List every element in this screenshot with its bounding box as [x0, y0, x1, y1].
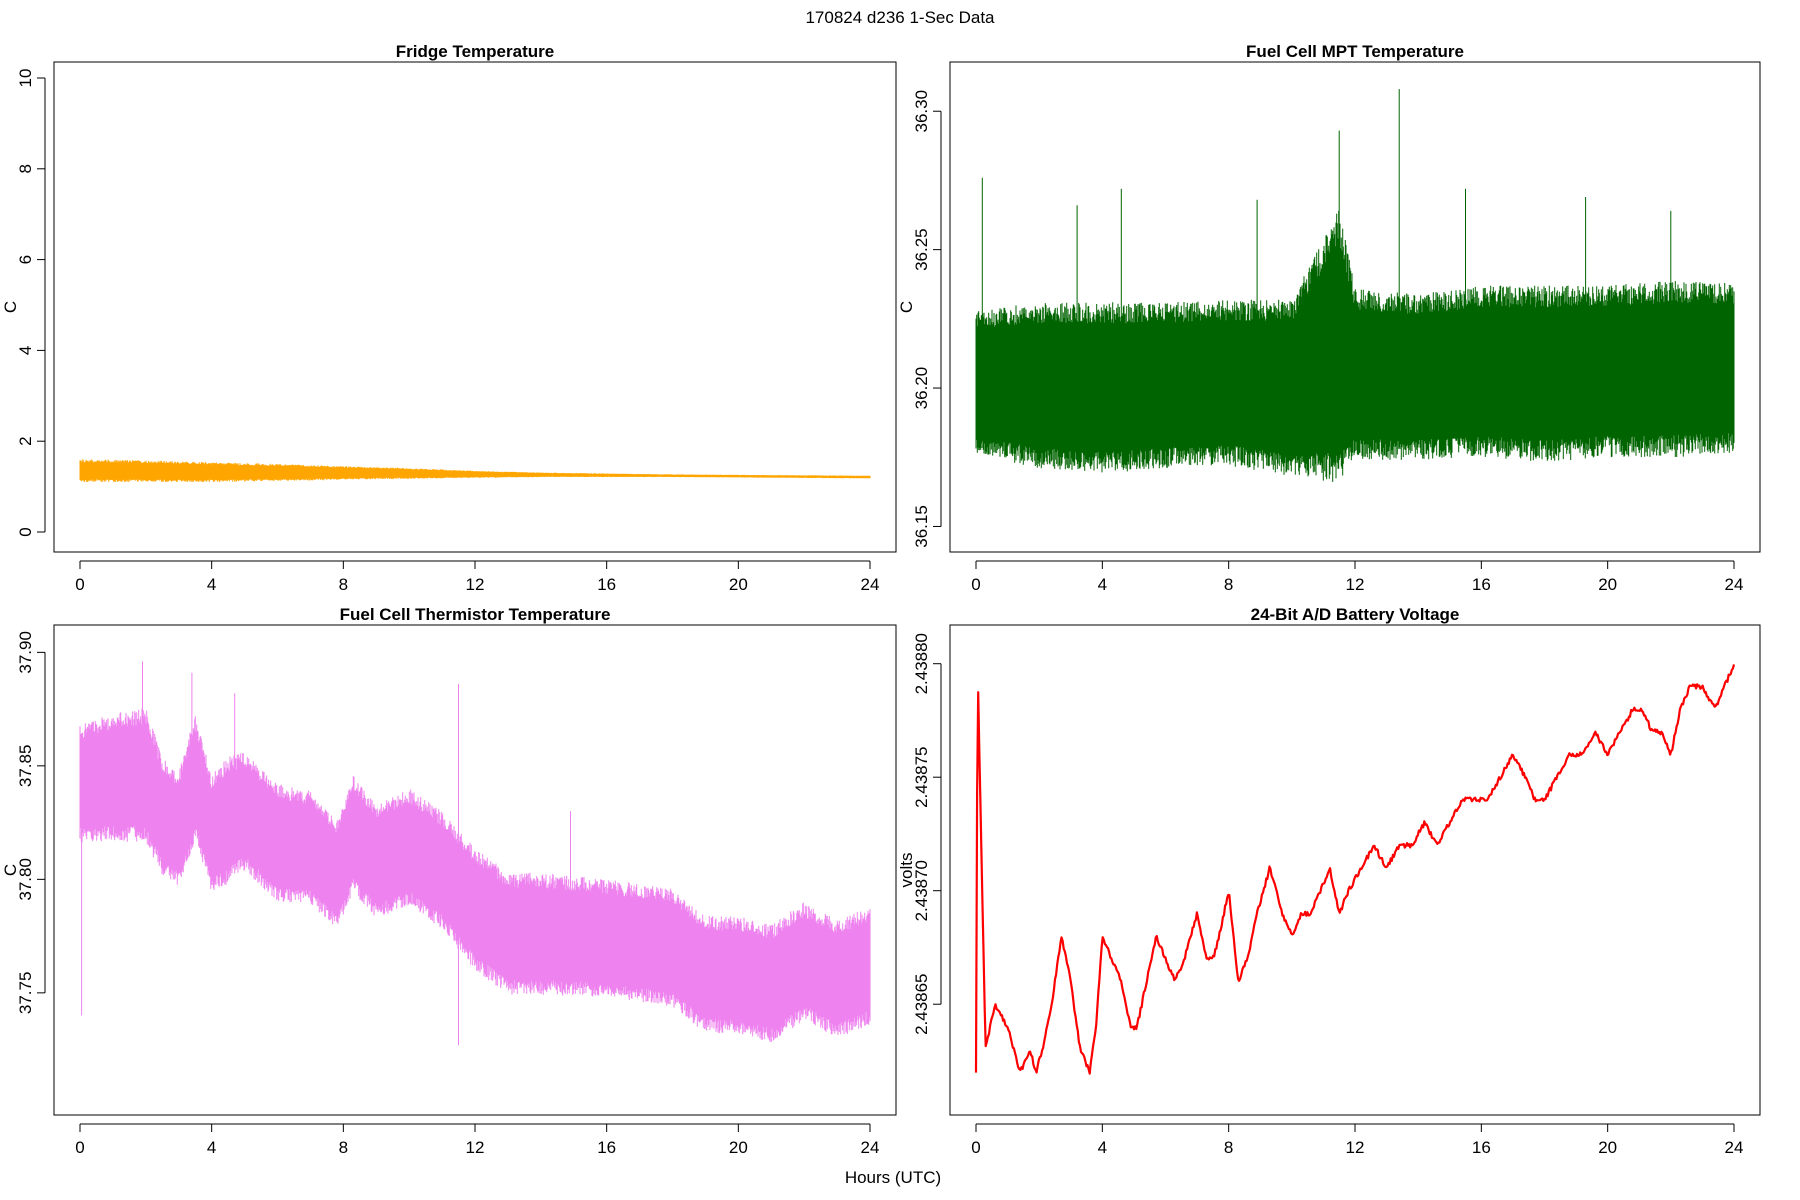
- x-tick-label: 12: [1346, 575, 1365, 594]
- x-tick-label: 4: [207, 575, 216, 594]
- plot-frame: [53, 61, 897, 553]
- panel-title: Fuel Cell MPT Temperature: [1246, 42, 1464, 61]
- panel-title: 24-Bit A/D Battery Voltage: [1251, 605, 1460, 624]
- shared-x-axis-label: Hours (UTC): [845, 1168, 941, 1187]
- panel-title: Fuel Cell Thermistor Temperature: [340, 605, 611, 624]
- y-tick-label: 36.20: [912, 367, 931, 410]
- data-series-line: [974, 664, 1736, 1075]
- x-tick-label: 8: [339, 1138, 348, 1157]
- x-tick-label: 20: [1598, 575, 1617, 594]
- x-tick-label: 20: [729, 1138, 748, 1157]
- fuel-cell-mpt-temperature-panel: Fuel Cell MPT Temperature C 0 4 8 12 16 20 24 36.…: [897, 42, 1761, 594]
- fuel-cell-thermistor-temperature-panel: Fuel Cell Thermistor Temperature C 0 4 8 12 16…: [1, 605, 897, 1157]
- x-tick-label: 24: [1725, 575, 1744, 594]
- x-tick-label: 0: [75, 1138, 84, 1157]
- y-tick-label: 8: [16, 164, 35, 173]
- x-tick-label: 8: [1224, 1138, 1233, 1157]
- x-tick-label: 4: [207, 1138, 216, 1157]
- y-tick-label: 2.43875: [912, 746, 931, 807]
- x-tick-label: 24: [861, 1138, 880, 1157]
- x-tick-label: 20: [1598, 1138, 1617, 1157]
- y-axis-label: C: [1, 301, 20, 313]
- x-tick-label: 0: [971, 1138, 980, 1157]
- y-tick-label: 37.80: [16, 858, 35, 901]
- x-tick-label: 20: [729, 575, 748, 594]
- y-tick-label: 37.90: [16, 631, 35, 674]
- y-tick-label: 36.25: [912, 228, 931, 271]
- plot-frame: [949, 61, 1761, 553]
- x-tick-label: 24: [1725, 1138, 1744, 1157]
- x-tick-label: 16: [1472, 1138, 1491, 1157]
- x-tick-label: 0: [971, 575, 980, 594]
- data-series-line: [79, 661, 871, 1046]
- plot-frame: [53, 624, 897, 1116]
- x-tick-label: 12: [466, 1138, 485, 1157]
- y-tick-label: 2.43870: [912, 860, 931, 921]
- plot-frame: [949, 624, 1761, 1116]
- x-tick-label: 16: [597, 575, 616, 594]
- data-series-line: [79, 459, 871, 482]
- x-tick-label: 4: [1098, 575, 1107, 594]
- y-tick-label: 36.30: [912, 90, 931, 133]
- x-tick-label: 12: [1346, 1138, 1365, 1157]
- y-axis-label: C: [1, 864, 20, 876]
- data-series-line: [975, 89, 1735, 482]
- y-tick-label: 4: [16, 346, 35, 355]
- y-tick-label: 0: [16, 527, 35, 536]
- y-axis-label: volts: [897, 853, 916, 888]
- panel-title: Fridge Temperature: [396, 42, 554, 61]
- figure-title: 170824 d236 1-Sec Data: [805, 8, 995, 27]
- y-tick-label: 36.15: [912, 505, 931, 548]
- x-tick-label: 12: [466, 575, 485, 594]
- x-tick-label: 16: [1472, 575, 1491, 594]
- y-tick-label: 2.43880: [912, 633, 931, 694]
- y-tick-label: 6: [16, 255, 35, 264]
- y-tick-label: 2: [16, 436, 35, 445]
- x-tick-label: 8: [1224, 575, 1233, 594]
- x-tick-label: 4: [1098, 1138, 1107, 1157]
- x-tick-label: 0: [75, 575, 84, 594]
- y-axis-label: C: [897, 301, 916, 313]
- x-tick-label: 16: [597, 1138, 616, 1157]
- x-tick-label: 24: [861, 575, 880, 594]
- y-tick-label: 10: [16, 69, 35, 88]
- x-tick-label: 8: [339, 575, 348, 594]
- y-tick-label: 37.75: [16, 972, 35, 1015]
- battery-voltage-panel: 24-Bit A/D Battery Voltage volts 0 4 8 12 16 20…: [897, 605, 1761, 1157]
- y-tick-label: 37.85: [16, 745, 35, 788]
- y-tick-label: 2.43865: [912, 973, 931, 1034]
